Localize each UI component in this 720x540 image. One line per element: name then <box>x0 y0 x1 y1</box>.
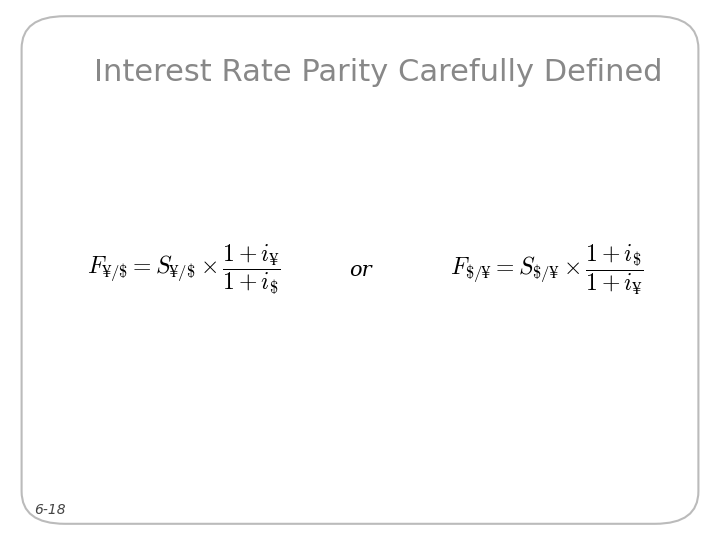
Text: Interest Rate Parity Carefully Defined: Interest Rate Parity Carefully Defined <box>94 58 662 87</box>
FancyBboxPatch shape <box>22 16 698 524</box>
Text: $F_{\yen/\$} = S_{\yen/\$} \times \dfrac{1 + i_{\yen}}{1 + i_{\$}}$: $F_{\yen/\$} = S_{\yen/\$} \times \dfrac… <box>86 242 281 298</box>
Text: or: or <box>348 260 372 280</box>
Text: 6-18: 6-18 <box>35 503 66 517</box>
Text: $F_{\$/\yen} = S_{\$/\yen} \times \dfrac{1 + i_{\$}}{1 + i_{\yen}}$: $F_{\$/\yen} = S_{\$/\yen} \times \dfrac… <box>450 243 644 297</box>
